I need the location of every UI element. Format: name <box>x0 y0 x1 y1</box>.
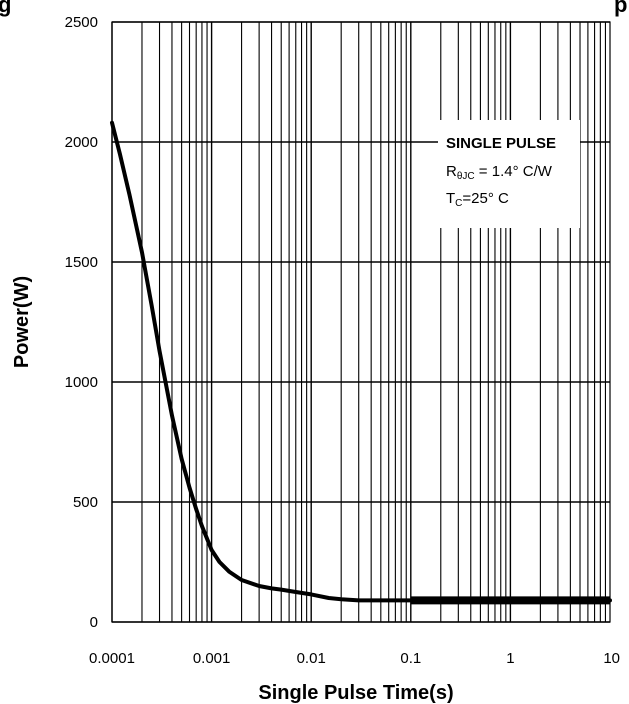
x-tick-label: 0.01 <box>297 650 326 667</box>
x-tick-label: 1 <box>506 650 514 667</box>
annotation-r-subscript: θJC <box>457 171 475 182</box>
y-axis-title: Power(W) <box>11 276 33 368</box>
annotation-t-subscript: C <box>455 198 462 209</box>
x-tick-label: 0.0001 <box>89 650 135 667</box>
chart-title-partial: g p <box>0 0 627 17</box>
y-tick-label: 500 <box>73 494 98 511</box>
x-tick-labels: 0.0001 0.001 0.01 0.1 1 10 <box>89 650 620 667</box>
data-series <box>110 120 612 605</box>
annotation-r-symbol: R <box>446 163 457 180</box>
y-tick-label: 1000 <box>65 374 98 391</box>
title-partial-left: g <box>0 0 11 17</box>
annotation-t-value: =25° C <box>462 190 509 207</box>
plot-frame <box>111 21 611 623</box>
annotation-line-1: SINGLE PULSE <box>446 135 556 152</box>
y-tick-label: 2000 <box>65 134 98 151</box>
y-tick-label: 0 <box>90 614 98 631</box>
annotation-line-3: TC=25° C <box>446 190 509 209</box>
annotation-r-value: = 1.4° C/W <box>475 163 553 180</box>
annotation-t-symbol: T <box>446 190 455 207</box>
y-tick-label: 2500 <box>65 14 98 31</box>
annotation-background <box>438 120 580 228</box>
y-tick-labels: 0 500 1000 1500 2000 2500 <box>65 14 98 631</box>
grid-lines <box>111 21 610 623</box>
annotation-box: SINGLE PULSE RθJC = 1.4° C/W TC=25° C <box>438 120 580 228</box>
x-tick-label: 10 <box>603 650 620 667</box>
x-tick-label: 0.001 <box>193 650 231 667</box>
x-axis-title: Single Pulse Time(s) <box>258 682 453 704</box>
y-tick-label: 1500 <box>65 254 98 271</box>
title-partial-right: p <box>614 0 627 17</box>
x-tick-label: 0.1 <box>400 650 421 667</box>
power-curve-line <box>110 120 612 603</box>
annotation-line-2: RθJC = 1.4° C/W <box>446 163 553 182</box>
